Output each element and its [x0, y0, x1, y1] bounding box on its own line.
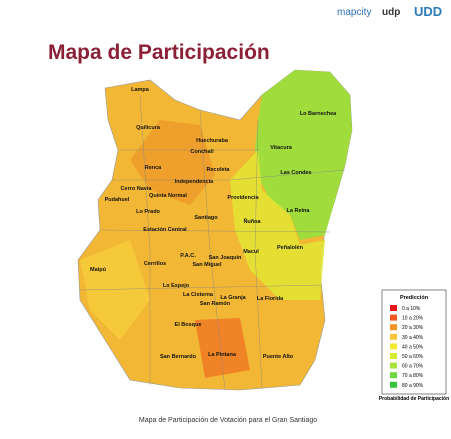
commune-label: Lo Prado: [136, 209, 160, 215]
commune-label: Independencia: [175, 179, 214, 185]
legend-label: 40 a 50%: [402, 344, 424, 350]
map-west: [80, 240, 150, 340]
legend-label: 30 a 40%: [402, 335, 424, 341]
legend-swatch: [390, 353, 397, 359]
commune-label: Quinta Normal: [149, 193, 187, 199]
logo-udd: UDD: [414, 4, 442, 19]
legend-label: 80 a 90%: [402, 383, 424, 389]
legend-swatch: [390, 324, 397, 331]
commune-label: Conchalí: [190, 149, 214, 155]
map-north: [130, 120, 215, 205]
border: [112, 169, 346, 181]
legend-title: Predicción: [400, 295, 429, 301]
legend-label: 70 a 80%: [402, 373, 424, 379]
legend-label: 20 a 30%: [402, 325, 424, 331]
commune-label: Cerro Navia: [121, 186, 153, 192]
commune-labels: Lampa Quilicura Huechuraba Conchalí Renca Rec…: [90, 87, 337, 360]
border: [254, 119, 263, 389]
legend-items: 0 a 10% 10 a 20% 20 a 30% 30 a 40% 40 a 50% 5…: [390, 305, 424, 389]
border: [139, 94, 151, 385]
legend-swatch: [390, 343, 397, 350]
commune-label: Recoleta: [207, 167, 231, 173]
legend-label: 10 a 20%: [402, 316, 424, 322]
logo-udp: udp: [382, 7, 400, 18]
legend-label: 0 a 10%: [402, 306, 421, 312]
map-east: [255, 70, 352, 240]
commune-label: La Reina: [287, 208, 311, 214]
title: Mapa de Participación: [48, 41, 270, 64]
commune-label: San Joaquín: [209, 255, 242, 261]
commune-label: La Pintana: [208, 352, 237, 358]
commune-label: Cerrillos: [144, 261, 166, 267]
commune-label: Santiago: [194, 215, 218, 221]
legend-swatch: [390, 314, 397, 321]
commune-label: P.A.C.: [180, 253, 196, 259]
commune-label: Maipú: [90, 267, 106, 273]
commune-label: Peñalolén: [277, 245, 304, 251]
commune-label: Pudahuel: [105, 197, 130, 203]
border: [79, 284, 323, 291]
map-middle: [230, 150, 325, 300]
commune-label: Vitacura: [270, 145, 293, 151]
border: [199, 109, 226, 391]
commune-label: San Ramón: [200, 301, 231, 307]
legend: Predicción 0 a 10% 10 a 20% 20 a 30% 30 a 4…: [379, 289, 449, 402]
commune-label: Renca: [145, 165, 162, 171]
commune-label: Lo Espejo: [163, 283, 190, 289]
legend-swatch: [390, 372, 397, 379]
commune-label: Macul: [243, 249, 259, 255]
commune-label: Estación Central: [143, 227, 187, 233]
legend-swatch: [390, 381, 397, 388]
map: Lampa Quilicura Huechuraba Conchalí Renca Rec…: [77, 69, 353, 391]
commune-label: La Granja: [220, 295, 246, 301]
commune-label: Quilicura: [136, 125, 161, 131]
commune-label: Ñuñoa: [243, 218, 261, 225]
commune-label: Lo Barnechea: [300, 111, 337, 117]
commune-label: La Florida: [257, 296, 284, 302]
legend-label: 50 a 60%: [402, 354, 424, 360]
logo-mapcity: mapcity: [337, 7, 371, 18]
legend-swatch: [390, 305, 397, 311]
commune-label: Las Condes: [280, 170, 311, 176]
commune-label: Providencia: [227, 195, 259, 201]
commune-label: Huechuraba: [196, 138, 229, 144]
commune-label: San Miguel: [192, 262, 222, 268]
commune-label: Lampa: [131, 87, 150, 93]
legend-caption: Probabilidad de Participación: [379, 396, 449, 402]
legend-swatch: [390, 333, 397, 340]
commune-label: San Bernardo: [160, 354, 197, 360]
commune-label: La Cisterna: [183, 292, 214, 298]
commune-label: Puente Alto: [263, 354, 294, 360]
legend-label: 60 a 70%: [402, 364, 424, 370]
legend-swatch: [390, 362, 397, 369]
footer-caption: Mapa de Participación de Votación para e…: [139, 417, 317, 424]
map-south: [195, 318, 250, 378]
commune-label: El Bosque: [175, 322, 202, 328]
border: [99, 229, 331, 233]
